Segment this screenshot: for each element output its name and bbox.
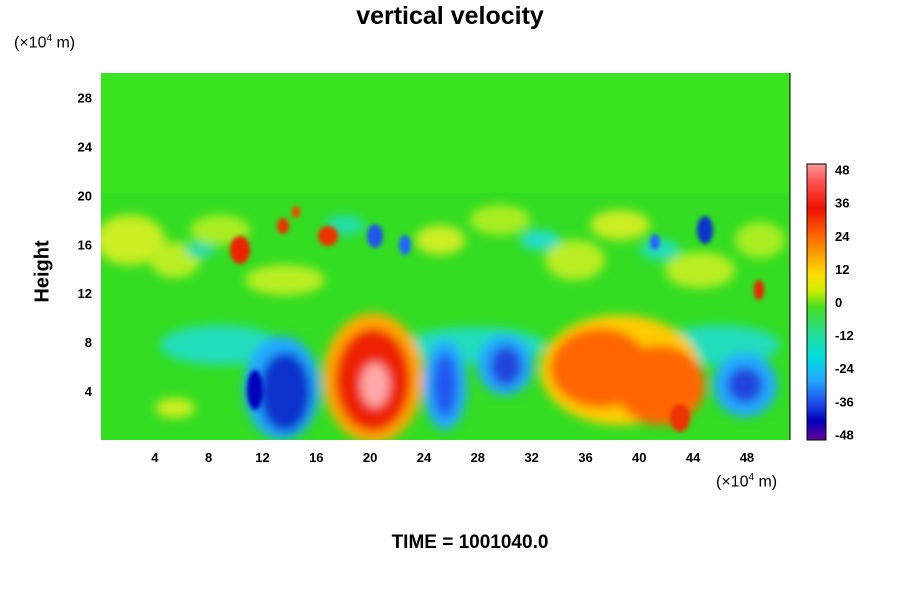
colorbar-tick-label: 36: [835, 196, 849, 211]
colorbar-tick-label: 12: [835, 262, 849, 277]
small-downdraft: [247, 370, 263, 410]
small-updraft: [318, 226, 338, 246]
downdraft-core: [490, 346, 522, 386]
x-tick-label: 44: [686, 450, 701, 465]
small-features: [230, 206, 764, 432]
x-tick-label: 24: [417, 450, 432, 465]
colorbar-tick-label: -12: [835, 328, 854, 343]
colorbar-ticks: 48 36 24 12 0 -12 -24 -36 -48: [835, 163, 855, 443]
colorbar-tick-label: 24: [835, 229, 850, 244]
blob: [160, 325, 280, 365]
velocity-field: [101, 73, 790, 440]
y-tick-label: 28: [78, 90, 92, 105]
downdraft-core: [433, 353, 457, 417]
x-tick-label: 40: [632, 450, 646, 465]
colorbar-tick-label: -36: [835, 394, 854, 409]
chart-title: vertical velocity: [356, 2, 544, 30]
small-updraft: [670, 404, 690, 432]
y-tick-label: 24: [78, 139, 93, 154]
y-tick-label: 4: [85, 384, 93, 399]
small-updraft: [277, 218, 289, 234]
blob: [665, 252, 735, 288]
x-tick-label: 32: [524, 450, 538, 465]
x-tick-label: 12: [255, 450, 269, 465]
blob: [590, 210, 650, 240]
x-tick-label: 8: [205, 450, 212, 465]
colorbar-tick-label: 48: [835, 163, 849, 178]
blob: [185, 242, 215, 258]
x-tick-label: 4: [151, 450, 159, 465]
small-updraft: [754, 280, 764, 300]
colorbar-tick-label: 0: [835, 295, 842, 310]
blob: [545, 240, 605, 280]
y-tick-label: 12: [78, 286, 92, 301]
small-downdraft: [697, 216, 713, 244]
blob: [245, 265, 325, 295]
small-downdraft: [367, 224, 383, 248]
blob: [101, 215, 165, 265]
blob: [735, 222, 785, 258]
updraft-core: [615, 345, 705, 425]
upper-layer: [101, 73, 790, 193]
x-tick-label: 36: [578, 450, 592, 465]
blob: [155, 398, 195, 418]
downdraft-core: [259, 352, 311, 432]
x-tick-label: 20: [363, 450, 377, 465]
y-tick-label: 20: [78, 188, 92, 203]
x-tick-label: 16: [309, 450, 323, 465]
small-downdraft: [650, 234, 660, 250]
downdraft-core: [727, 367, 763, 403]
colorbar: [806, 163, 827, 441]
x-tick-label: 48: [740, 450, 754, 465]
blob: [415, 225, 465, 255]
time-caption: TIME = 1001040.0: [391, 532, 549, 553]
turbulent-layer: [101, 205, 785, 440]
blob: [190, 215, 250, 245]
colorbar-tick-label: -24: [835, 361, 855, 376]
blob: [520, 230, 560, 250]
y-axis-unit: (×104 m): [14, 33, 76, 52]
small-updraft: [230, 236, 250, 264]
updraft-peak: [361, 363, 389, 407]
small-updraft: [292, 206, 300, 218]
x-tick-label: 28: [471, 450, 485, 465]
blob: [640, 240, 680, 260]
y-ticks: 4 8 12 16 20 24 28: [78, 90, 93, 399]
blob: [470, 205, 530, 235]
y-tick-label: 16: [78, 237, 92, 252]
y-tick-label: 8: [85, 335, 92, 350]
x-ticks: 4 8 12 16 20 24 28 32 36 40 44 48: [151, 450, 754, 465]
colorbar-tick-label: -48: [835, 427, 854, 442]
x-axis-unit: (×104 m): [716, 472, 778, 491]
small-downdraft: [399, 235, 411, 255]
